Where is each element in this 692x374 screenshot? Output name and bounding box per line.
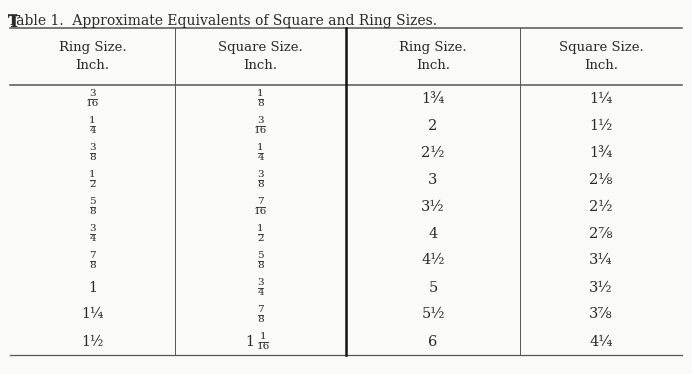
Text: 2: 2: [428, 119, 437, 132]
Text: 3: 3: [89, 89, 95, 98]
Text: 8: 8: [89, 261, 95, 270]
Text: 2: 2: [89, 180, 95, 189]
Text: 4: 4: [428, 227, 437, 240]
Text: 1: 1: [246, 334, 255, 349]
Text: 16: 16: [257, 342, 270, 351]
Text: 3½: 3½: [421, 199, 445, 214]
Text: 4: 4: [257, 288, 264, 297]
Text: 1: 1: [257, 89, 264, 98]
Text: 3: 3: [257, 116, 264, 125]
Text: Square Size.
Inch.: Square Size. Inch.: [558, 41, 644, 72]
Text: 1: 1: [257, 143, 264, 152]
Text: 3⅞: 3⅞: [589, 307, 613, 322]
Text: 1: 1: [257, 224, 264, 233]
Text: 1½: 1½: [82, 334, 104, 349]
Text: 3: 3: [89, 224, 95, 233]
Text: T: T: [8, 14, 20, 31]
Text: Square Size.
Inch.: Square Size. Inch.: [218, 41, 303, 72]
Text: 5: 5: [428, 280, 437, 294]
Text: 4¼: 4¼: [590, 334, 612, 349]
Text: 2½: 2½: [421, 145, 445, 159]
Text: 1: 1: [89, 170, 95, 179]
Text: 4: 4: [89, 126, 95, 135]
Text: 1: 1: [88, 280, 97, 294]
Text: 1: 1: [89, 116, 95, 125]
Text: 7: 7: [89, 251, 95, 260]
Text: Table 1.  Approximate Equivalents of Square and Ring Sizes.: Table 1. Approximate Equivalents of Squa…: [8, 14, 437, 28]
Text: 3: 3: [257, 278, 264, 287]
Text: 2: 2: [257, 234, 264, 243]
Text: 5: 5: [89, 197, 95, 206]
Text: 3: 3: [89, 143, 95, 152]
Text: 5½: 5½: [421, 307, 445, 322]
Text: 2⅞: 2⅞: [590, 227, 612, 240]
Text: 8: 8: [89, 153, 95, 162]
Text: 8: 8: [257, 99, 264, 108]
Text: 7: 7: [257, 197, 264, 206]
Text: 1¾: 1¾: [590, 145, 612, 159]
Text: 16: 16: [254, 207, 267, 216]
Text: 3¼: 3¼: [590, 254, 612, 267]
Text: 8: 8: [257, 180, 264, 189]
Text: 16: 16: [254, 126, 267, 135]
Text: 2⅛: 2⅛: [590, 172, 612, 187]
Text: 4: 4: [89, 234, 95, 243]
Text: Ring Size.
Inch.: Ring Size. Inch.: [399, 41, 467, 72]
Text: 4: 4: [257, 153, 264, 162]
Text: 8: 8: [89, 207, 95, 216]
Text: 4½: 4½: [421, 254, 445, 267]
Text: 1¼: 1¼: [590, 92, 612, 105]
Text: 8: 8: [257, 315, 264, 324]
Text: 3½: 3½: [590, 280, 612, 294]
Text: 6: 6: [428, 334, 437, 349]
Text: Ring Size.
Inch.: Ring Size. Inch.: [59, 41, 127, 72]
Text: 1¼: 1¼: [82, 307, 104, 322]
Text: 5: 5: [257, 251, 264, 260]
Text: 1¾: 1¾: [421, 92, 445, 105]
Text: 1: 1: [260, 332, 267, 341]
Text: 3: 3: [428, 172, 437, 187]
Text: 1½: 1½: [590, 119, 612, 132]
Text: 2½: 2½: [590, 199, 612, 214]
Text: 16: 16: [86, 99, 99, 108]
Text: 7: 7: [257, 305, 264, 314]
Text: 8: 8: [257, 261, 264, 270]
Text: 3: 3: [257, 170, 264, 179]
